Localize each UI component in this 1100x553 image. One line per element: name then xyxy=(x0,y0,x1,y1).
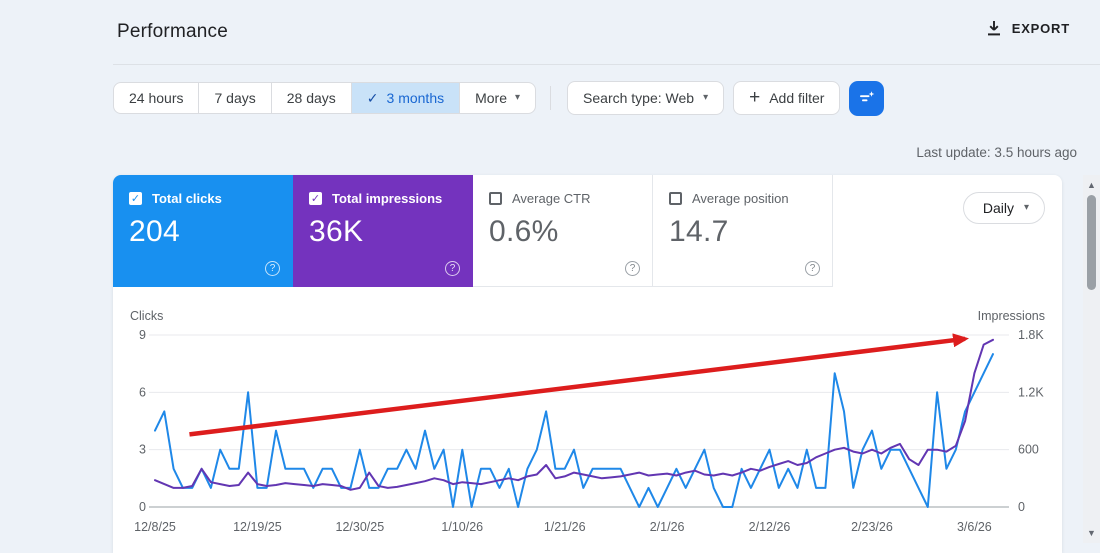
header-divider xyxy=(113,64,1100,65)
x-axis-tick: 3/6/26 xyxy=(957,520,992,534)
plus-icon: + xyxy=(749,86,761,108)
range-24-hours[interactable]: 24 hours xyxy=(129,90,184,106)
filter-sliders-sparkle-icon xyxy=(860,90,875,101)
checkbox-unchecked-icon[interactable] xyxy=(489,192,502,205)
metric-value: 36K xyxy=(309,215,364,248)
metric-label: Average CTR xyxy=(512,191,591,206)
help-icon[interactable]: ? xyxy=(445,261,460,276)
date-range-segmented-control: 24 hours 7 days 28 days ✓ 3 months More … xyxy=(113,82,537,114)
export-button[interactable]: EXPORT xyxy=(986,20,1070,37)
x-axis-tick: 12/8/25 xyxy=(134,520,176,534)
download-icon xyxy=(987,21,1000,36)
performance-panel: ✓ Total clicks 204 ? ✓ Total impressions… xyxy=(113,175,1062,553)
series-line-left xyxy=(154,353,994,508)
metric-label: Total clicks xyxy=(152,191,222,206)
left-axis-title: Clicks xyxy=(130,309,164,323)
checkbox-checked-icon[interactable]: ✓ xyxy=(309,192,322,205)
metric-card-average-position[interactable]: Average position 14.7 ? xyxy=(653,175,833,287)
metric-cards: ✓ Total clicks 204 ? ✓ Total impressions… xyxy=(113,175,833,287)
x-axis-tick: 2/12/26 xyxy=(749,520,791,534)
left-axis-tick: 6 xyxy=(139,385,146,399)
left-axis-tick: 3 xyxy=(139,443,146,457)
x-axis-tick: 12/19/25 xyxy=(233,520,282,534)
checkbox-unchecked-icon[interactable] xyxy=(669,192,682,205)
range-7-days[interactable]: 7 days xyxy=(198,83,270,113)
metric-card-total-impressions[interactable]: ✓ Total impressions 36K ? xyxy=(293,175,473,287)
metric-label: Average position xyxy=(692,191,789,206)
checkbox-checked-icon[interactable]: ✓ xyxy=(129,192,142,205)
x-axis-tick: 12/30/25 xyxy=(336,520,385,534)
vertical-scrollbar: ▲ ▼ xyxy=(1083,175,1100,543)
right-axis-tick: 600 xyxy=(1018,443,1039,457)
left-axis-tick: 0 xyxy=(139,500,146,514)
metric-value: 0.6% xyxy=(489,215,559,248)
x-axis-tick: 1/10/26 xyxy=(441,520,483,534)
search-type-dropdown[interactable]: Search type: Web ▾ xyxy=(567,81,725,115)
trend-arrow-annotation xyxy=(189,333,970,437)
scrollbar-thumb[interactable] xyxy=(1087,195,1096,290)
add-filter-button[interactable]: + Add filter xyxy=(733,81,841,115)
x-axis-tick: 2/1/26 xyxy=(650,520,685,534)
help-icon[interactable]: ? xyxy=(805,261,820,276)
series-line-right xyxy=(154,338,994,491)
page-title: Performance xyxy=(117,21,228,42)
check-icon: ✓ xyxy=(366,89,379,106)
range-more[interactable]: More ▾ xyxy=(459,83,535,113)
granularity-dropdown[interactable]: Daily ▾ xyxy=(962,192,1045,224)
chevron-down-icon: ▾ xyxy=(515,92,521,103)
help-icon[interactable]: ? xyxy=(265,261,280,276)
performance-chart[interactable]: 0 0 3 600 6 1.2K 9 1.8K 12/8/25 12/19/25 12/30/25 1… xyxy=(125,330,1045,545)
range-28-days[interactable]: 28 days xyxy=(270,83,351,113)
last-update-text: Last update: 3.5 hours ago xyxy=(916,145,1077,160)
scroll-down-arrow-icon[interactable]: ▼ xyxy=(1087,528,1096,538)
right-axis-tick: 1.2K xyxy=(1018,385,1044,399)
scroll-up-arrow-icon[interactable]: ▲ xyxy=(1087,180,1096,190)
metric-value: 204 xyxy=(129,215,180,248)
filter-toolbar: 24 hours 7 days 28 days ✓ 3 months More … xyxy=(113,80,885,116)
x-axis-tick: 2/23/26 xyxy=(851,520,893,534)
right-axis-tick: 1.8K xyxy=(1018,330,1044,342)
metric-label: Total impressions xyxy=(332,191,443,206)
x-axis-tick: 1/21/26 xyxy=(544,520,586,534)
export-label: EXPORT xyxy=(1011,21,1070,36)
help-icon[interactable]: ? xyxy=(625,261,640,276)
metric-value: 14.7 xyxy=(669,215,729,248)
chevron-down-icon: ▾ xyxy=(703,92,709,103)
right-axis-title: Impressions xyxy=(977,309,1045,323)
chevron-down-icon: ▾ xyxy=(1023,202,1029,213)
right-axis-tick: 0 xyxy=(1018,500,1025,514)
metric-card-total-clicks[interactable]: ✓ Total clicks 204 ? xyxy=(113,175,293,287)
left-axis-tick: 9 xyxy=(139,330,146,342)
range-3-months[interactable]: ✓ 3 months xyxy=(350,83,460,113)
filter-settings-button[interactable] xyxy=(849,80,885,116)
metric-card-average-ctr[interactable]: Average CTR 0.6% ? xyxy=(473,175,653,287)
toolbar-divider xyxy=(550,86,552,110)
